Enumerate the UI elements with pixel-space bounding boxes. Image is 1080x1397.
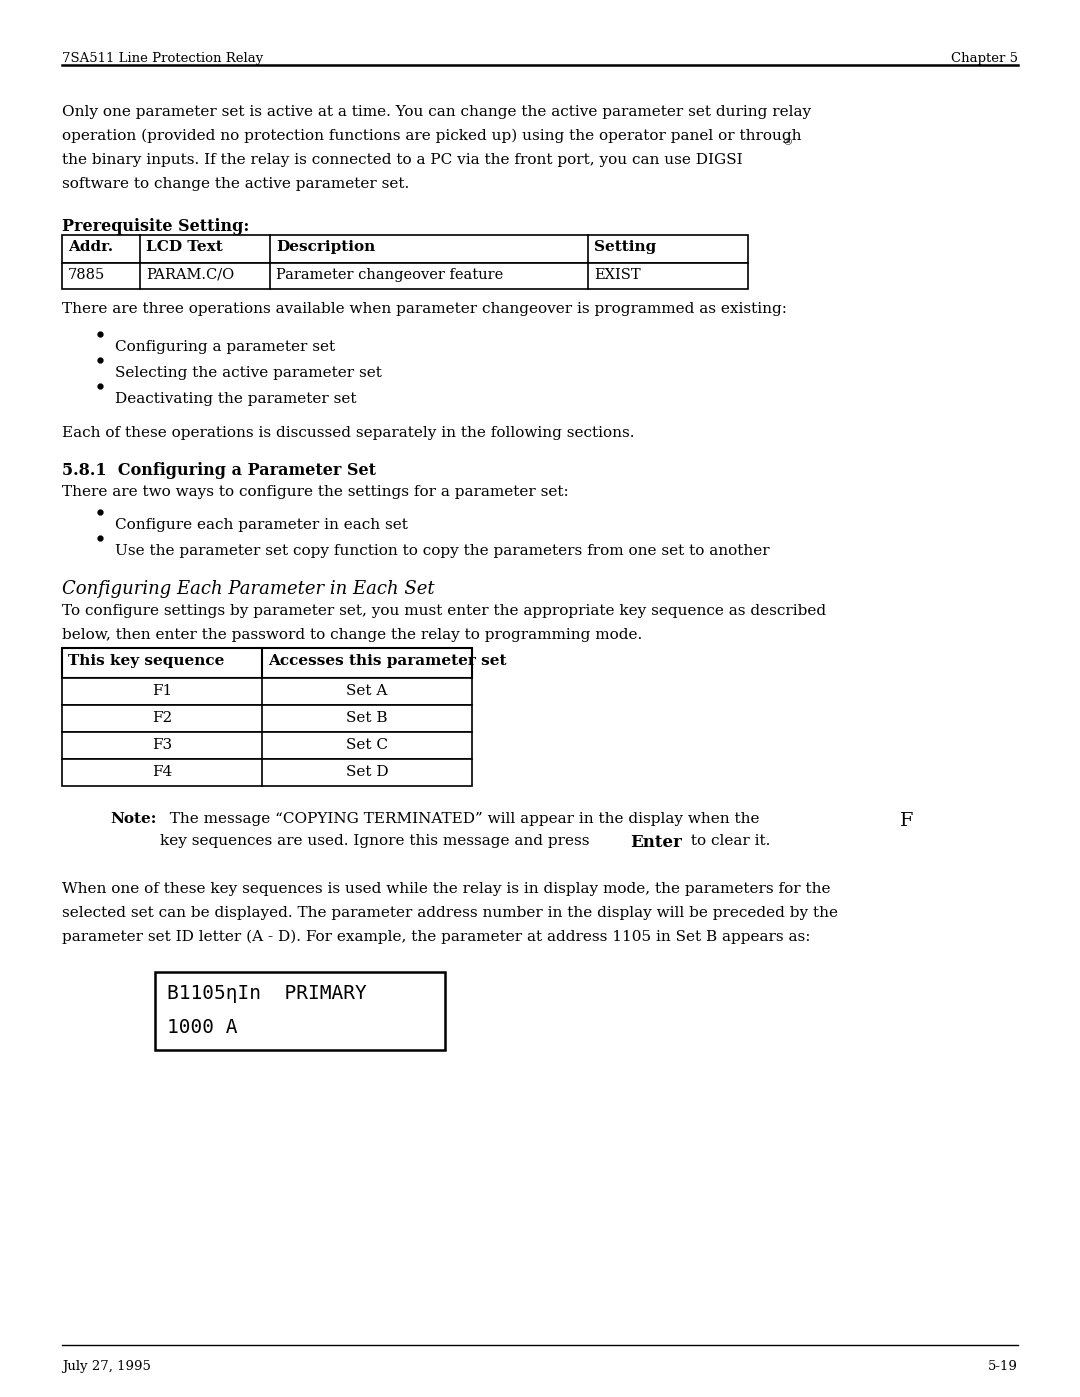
Text: Each of these operations is discussed separately in the following sections.: Each of these operations is discussed se… — [62, 426, 635, 440]
Text: 7885: 7885 — [68, 268, 105, 282]
Text: The message “COPYING TERMINATED” will appear in the display when the: The message “COPYING TERMINATED” will ap… — [160, 812, 759, 826]
Text: B1105ηIn  PRIMARY: B1105ηIn PRIMARY — [167, 983, 367, 1003]
Text: below, then enter the password to change the relay to programming mode.: below, then enter the password to change… — [62, 629, 643, 643]
Text: operation (provided no protection functions are picked up) using the operator pa: operation (provided no protection functi… — [62, 129, 801, 144]
Text: parameter set ID letter (A - D). For example, the parameter at address 1105 in S: parameter set ID letter (A - D). For exa… — [62, 930, 810, 944]
Text: ®: ® — [783, 138, 793, 147]
Text: Configuring Each Parameter in Each Set: Configuring Each Parameter in Each Set — [62, 580, 434, 598]
Text: 1000 A: 1000 A — [167, 1018, 238, 1037]
Bar — [62, 759, 472, 787]
Text: selected set can be displayed. The parameter address number in the display will : selected set can be displayed. The param… — [62, 907, 838, 921]
Text: Deactivating the parameter set: Deactivating the parameter set — [114, 393, 356, 407]
Text: to clear it.: to clear it. — [686, 834, 770, 848]
Text: key sequences are used. Ignore this message and press: key sequences are used. Ignore this mess… — [160, 834, 590, 848]
Text: Set C: Set C — [346, 738, 388, 752]
Text: Prerequisite Setting:: Prerequisite Setting: — [62, 218, 249, 235]
Bar — [62, 648, 472, 678]
Text: F2: F2 — [152, 711, 172, 725]
Text: Selecting the active parameter set: Selecting the active parameter set — [114, 366, 382, 380]
Text: There are two ways to configure the settings for a parameter set:: There are two ways to configure the sett… — [62, 485, 569, 499]
Text: Setting: Setting — [594, 240, 657, 254]
Text: Configuring a parameter set: Configuring a parameter set — [114, 339, 335, 353]
Text: PARAM.C/O: PARAM.C/O — [146, 268, 234, 282]
Text: Description: Description — [276, 240, 375, 254]
Text: When one of these key sequences is used while the relay is in display mode, the : When one of these key sequences is used … — [62, 882, 831, 895]
Text: F: F — [900, 812, 914, 830]
Text: Set D: Set D — [346, 766, 389, 780]
Text: LCD Text: LCD Text — [146, 240, 222, 254]
Text: 7SA511 Line Protection Relay: 7SA511 Line Protection Relay — [62, 52, 264, 66]
Text: Addr.: Addr. — [68, 240, 113, 254]
Bar — [62, 263, 748, 289]
Text: EXIST: EXIST — [594, 268, 640, 282]
Text: Only one parameter set is active at a time. You can change the active parameter : Only one parameter set is active at a ti… — [62, 105, 811, 119]
Text: Note:: Note: — [110, 812, 157, 826]
Text: Enter: Enter — [630, 834, 681, 851]
Bar — [62, 705, 472, 732]
Text: 5-19: 5-19 — [988, 1361, 1018, 1373]
Text: the binary inputs. If the relay is connected to a PC via the front port, you can: the binary inputs. If the relay is conne… — [62, 154, 743, 168]
Text: Parameter changeover feature: Parameter changeover feature — [276, 268, 503, 282]
Bar — [156, 972, 445, 1051]
Text: software to change the active parameter set.: software to change the active parameter … — [62, 177, 409, 191]
Bar — [62, 235, 748, 263]
Text: Configure each parameter in each set: Configure each parameter in each set — [114, 518, 408, 532]
Text: F4: F4 — [152, 766, 172, 780]
Text: Set A: Set A — [347, 685, 388, 698]
Text: F3: F3 — [152, 738, 172, 752]
Text: F1: F1 — [152, 685, 172, 698]
Text: Use the parameter set copy function to copy the parameters from one set to anoth: Use the parameter set copy function to c… — [114, 543, 770, 557]
Text: Set B: Set B — [347, 711, 388, 725]
Text: July 27, 1995: July 27, 1995 — [62, 1361, 151, 1373]
Text: Chapter 5: Chapter 5 — [951, 52, 1018, 66]
Text: There are three operations available when parameter changeover is programmed as : There are three operations available whe… — [62, 302, 787, 316]
Bar — [62, 732, 472, 759]
Text: 5.8.1  Configuring a Parameter Set: 5.8.1 Configuring a Parameter Set — [62, 462, 376, 479]
Text: This key sequence: This key sequence — [68, 654, 225, 668]
Text: To configure settings by parameter set, you must enter the appropriate key seque: To configure settings by parameter set, … — [62, 604, 826, 617]
Bar — [62, 678, 472, 705]
Text: Accesses this parameter set: Accesses this parameter set — [268, 654, 507, 668]
